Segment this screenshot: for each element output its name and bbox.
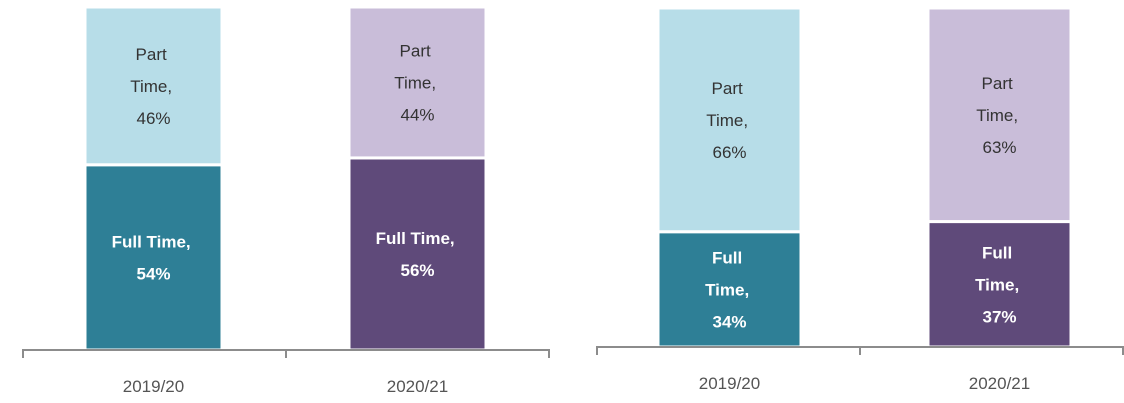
bar-segment	[83, 163, 224, 352]
data-label: Part Time, 46%	[130, 45, 177, 128]
data-label: Full Time, 34%	[705, 248, 754, 331]
x-tick-label: 2020/21	[969, 374, 1030, 393]
bar-segment	[926, 6, 1073, 224]
data-label: Full Time, 37%	[975, 243, 1024, 326]
data-label: Full Time, 54%	[112, 232, 196, 283]
bar-segment	[926, 220, 1073, 349]
x-tick-label: 2019/20	[699, 374, 760, 393]
bar-segment	[656, 6, 803, 234]
bar-segment	[347, 5, 488, 160]
bar-segment	[83, 5, 224, 167]
data-label: Part Time, 66%	[706, 79, 753, 162]
bar-segment	[347, 156, 488, 352]
data-label: Full Time, 56%	[376, 229, 460, 280]
x-tick-label: 2019/20	[123, 377, 184, 396]
data-label: Part Time, 44%	[394, 41, 441, 124]
data-label: Part Time, 63%	[976, 74, 1023, 157]
x-tick-label: 2020/21	[387, 377, 448, 396]
